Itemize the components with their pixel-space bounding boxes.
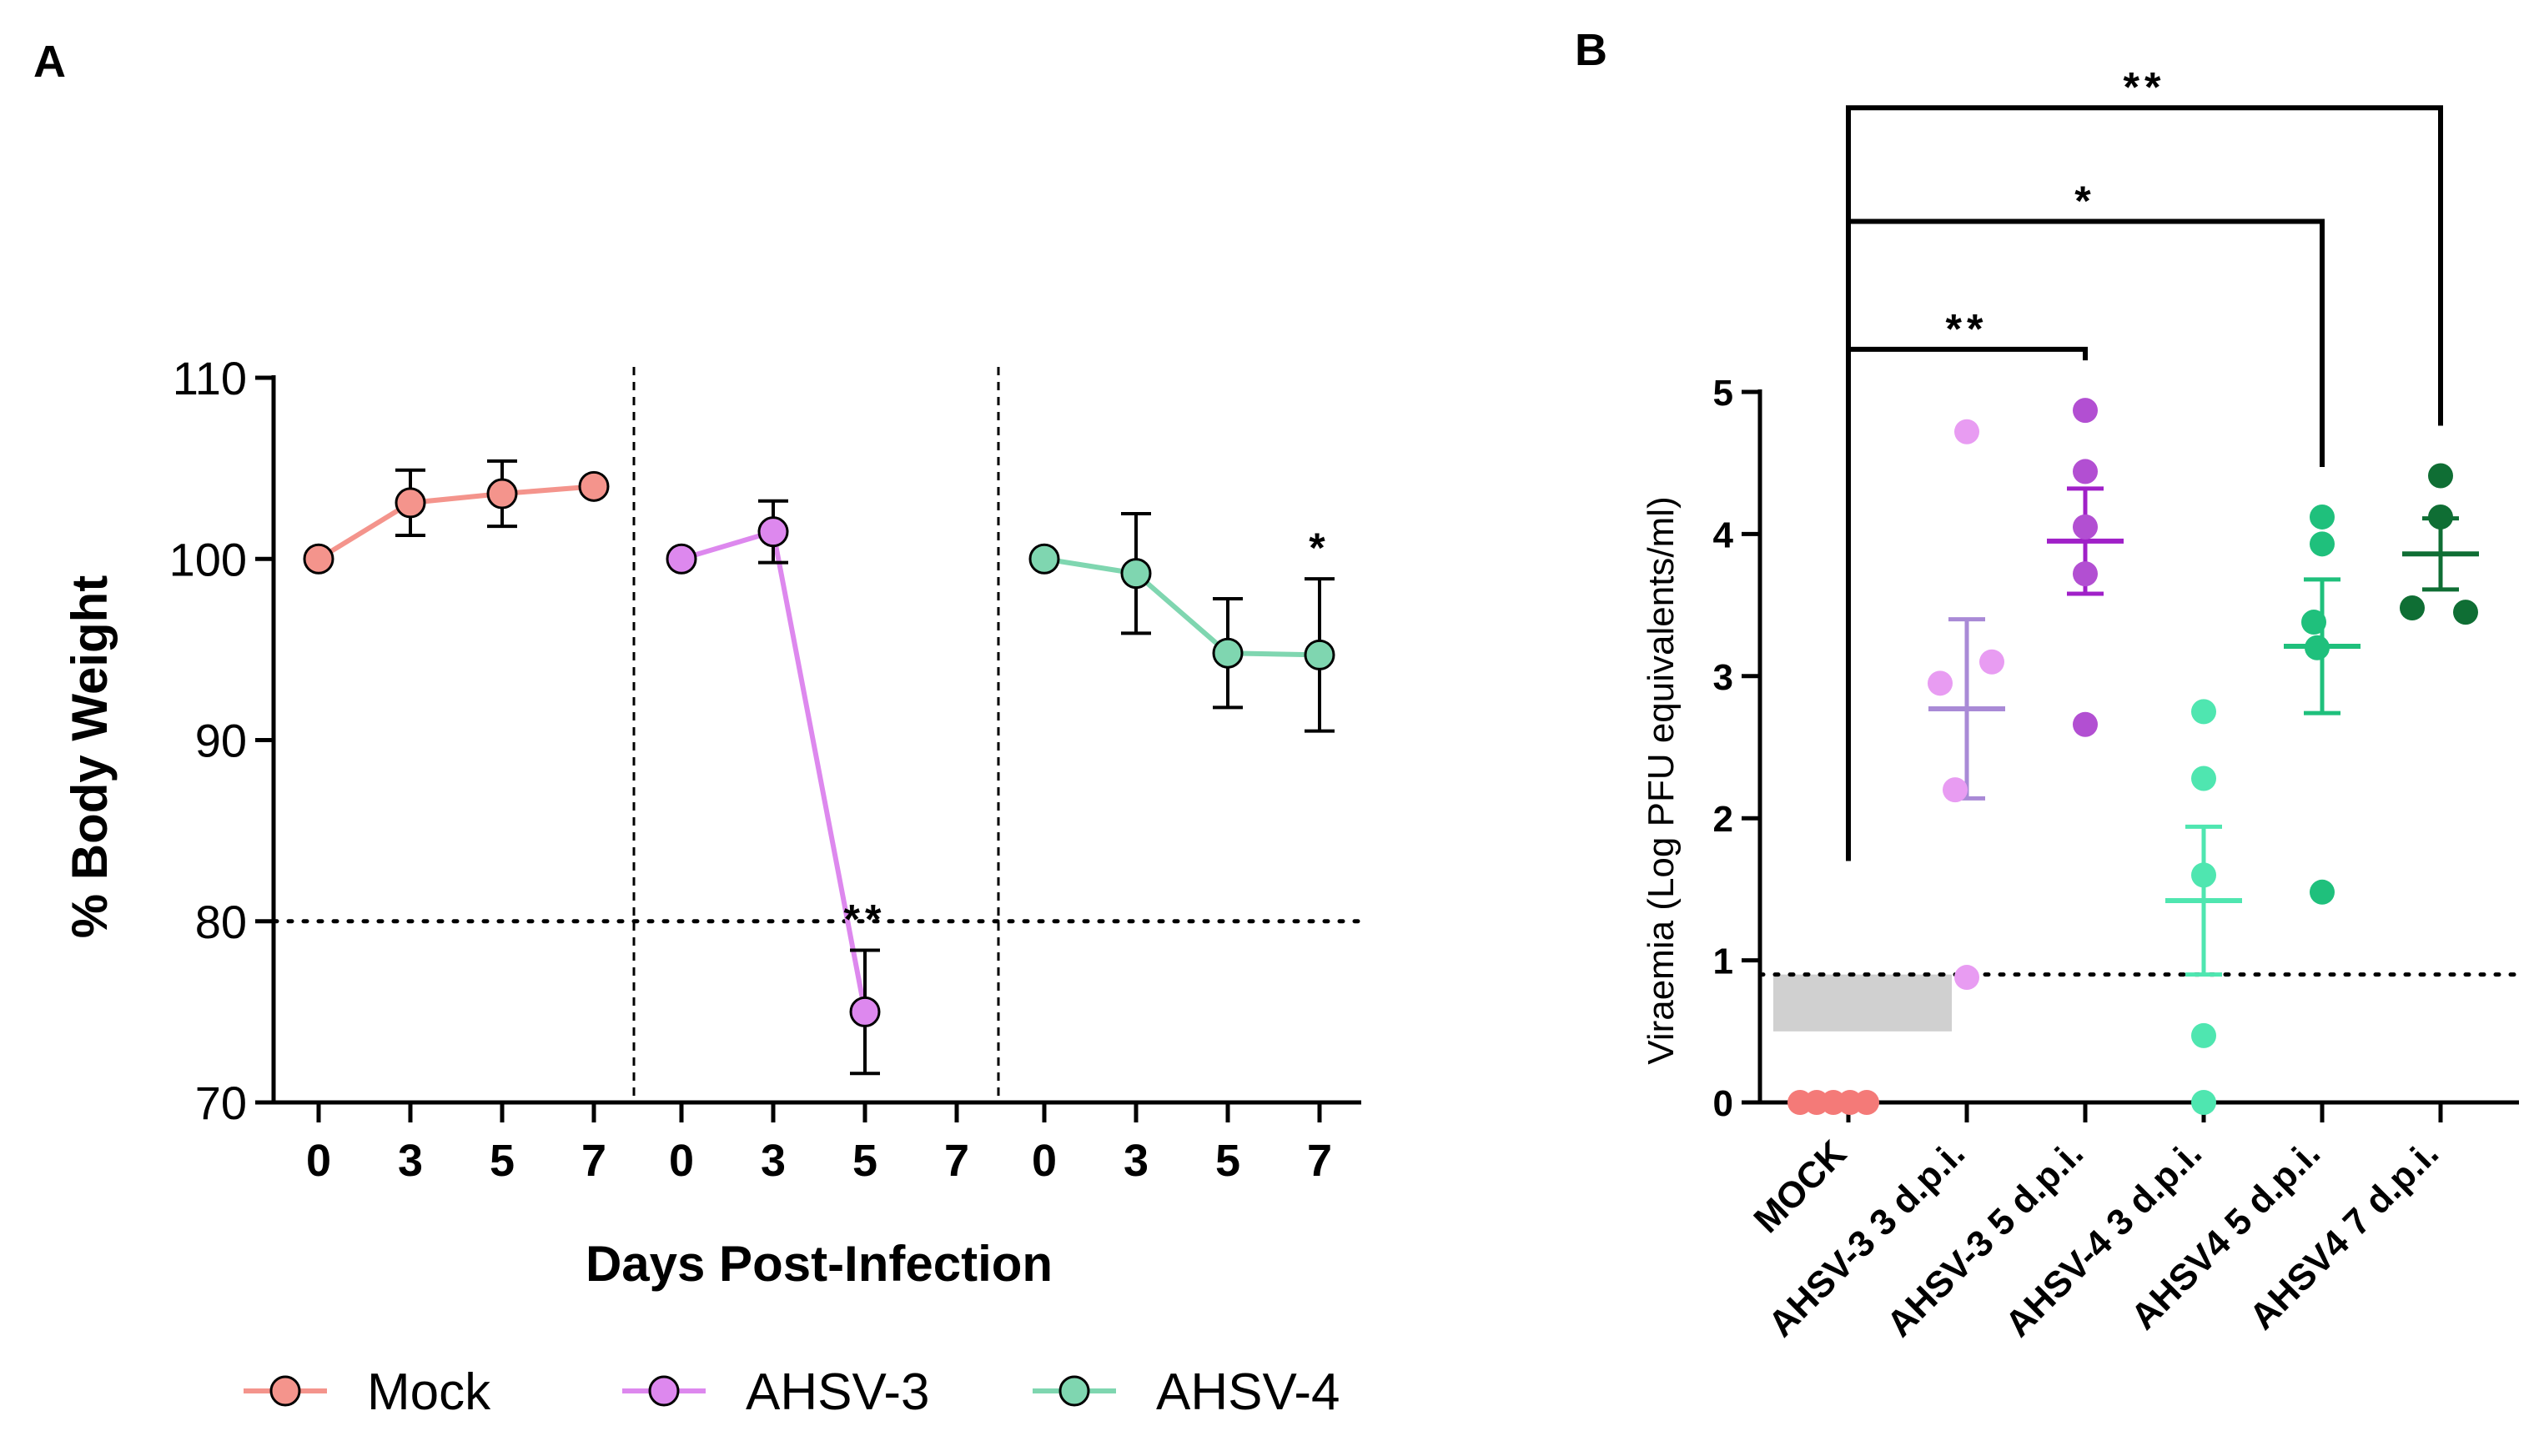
legend-marker	[269, 1375, 301, 1407]
legend-marker	[1058, 1375, 1090, 1407]
legend-label: AHSV-3	[746, 1363, 930, 1421]
data-point	[2305, 635, 2330, 660]
data-point	[1943, 777, 1968, 803]
data-point	[1212, 637, 1244, 669]
data-point	[2310, 879, 2335, 905]
limit-shaded-band	[1773, 974, 1952, 1032]
y-tick-label: 4	[1713, 515, 1734, 555]
x-tick-label: 3	[398, 1136, 423, 1186]
data-point	[1928, 670, 1953, 696]
legend-marker	[648, 1375, 680, 1407]
y-tick-label: 90	[195, 715, 247, 767]
data-point	[1028, 543, 1060, 575]
data-point	[1979, 649, 2004, 675]
significance-label: **	[844, 896, 887, 943]
x-tick-label: 3	[1124, 1136, 1149, 1186]
data-point	[2310, 531, 2335, 557]
legend-label: Mock	[367, 1363, 491, 1421]
legend-label: AHSV-4	[1156, 1363, 1340, 1421]
y-tick-label: 80	[195, 896, 247, 948]
significance-label: *	[1309, 525, 1330, 571]
x-tick-label: 3	[761, 1136, 786, 1186]
comparison-bracket	[1846, 105, 2443, 861]
data-point	[2301, 610, 2326, 635]
data-point	[2191, 699, 2216, 725]
data-point	[1854, 1090, 1879, 1115]
x-tick-label: 5	[490, 1136, 515, 1186]
panel-b-viraemia-chart: 0 1 2 3 4 5 Viraemia (Log PFU equivalents/ml) M…	[1641, 64, 2521, 1345]
series-line-ahsv-3	[681, 528, 867, 1012]
data-point	[2428, 504, 2453, 530]
x-tick-label: 5	[1215, 1136, 1240, 1186]
comparison-label: **	[2124, 64, 2166, 111]
data-point	[2428, 463, 2453, 489]
x-tick-label: 0	[669, 1136, 694, 1186]
data-point	[2310, 504, 2335, 530]
data-point	[2191, 1022, 2216, 1048]
data-point	[2073, 398, 2098, 424]
x-tick-label: 0	[1032, 1136, 1057, 1186]
data-point	[666, 543, 697, 575]
data-point	[2191, 862, 2216, 888]
data-point	[849, 996, 881, 1027]
data-point	[2400, 595, 2425, 621]
data-point	[303, 543, 334, 575]
x-axis-title: Days Post-Infection	[586, 1236, 1053, 1292]
y-tick-label: 70	[195, 1077, 247, 1129]
data-point	[2191, 766, 2216, 791]
data-point	[578, 470, 610, 502]
data-point	[2073, 459, 2098, 484]
data-point	[1120, 558, 1152, 590]
y-tick-label: 2	[1713, 799, 1733, 840]
x-tick-label: 0	[306, 1136, 331, 1186]
comparison-label: **	[1946, 305, 1988, 352]
data-point	[2073, 711, 2098, 737]
y-axis-title: % Body Weight	[62, 575, 118, 939]
data-point	[1954, 965, 1979, 991]
series-line-ahsv-4	[1043, 556, 1320, 658]
data-point	[2191, 1090, 2216, 1115]
data-point	[757, 516, 789, 548]
data-point	[1954, 419, 1979, 444]
x-tick-label: 5	[852, 1136, 877, 1186]
y-tick-label: 5	[1713, 373, 1733, 414]
y-tick-label: 100	[169, 533, 247, 585]
data-point	[395, 487, 426, 519]
panel-a-letter: A	[33, 37, 66, 87]
y-tick-label: 3	[1713, 657, 1733, 698]
y-tick-label: 0	[1713, 1083, 1733, 1124]
comparison-label: *	[2074, 178, 2095, 224]
y-tick-label: 110	[173, 352, 247, 404]
series-line-mock	[317, 484, 595, 561]
panel-b-letter: B	[1575, 25, 1607, 75]
data-point	[2453, 600, 2478, 625]
data-point	[486, 478, 518, 510]
data-point	[2073, 514, 2098, 540]
x-tick-label: MOCK	[1746, 1132, 1854, 1241]
x-tick-label: 7	[944, 1136, 969, 1186]
y-axis-title: Viraemia (Log PFU equivalents/ml)	[1641, 496, 1682, 1064]
data-point	[1304, 639, 1335, 670]
y-tick-label: 1	[1713, 941, 1733, 982]
data-point	[2073, 561, 2098, 587]
x-tick-label: 7	[581, 1136, 606, 1186]
x-tick-label: 7	[1307, 1136, 1332, 1186]
